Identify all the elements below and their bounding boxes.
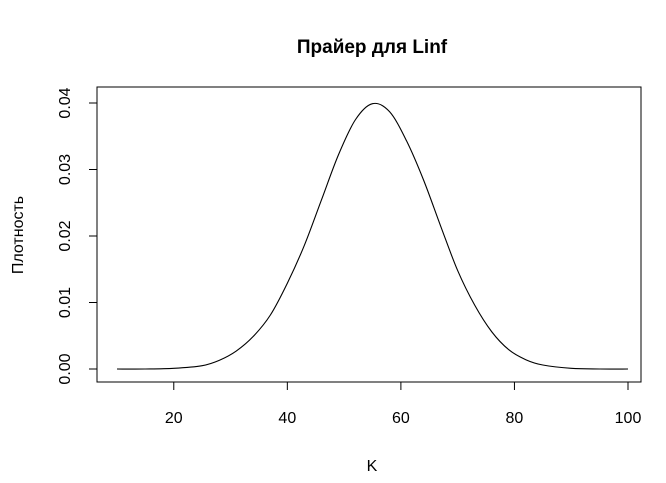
y-tick-label: 0.01 — [57, 287, 74, 318]
plot-frame — [96, 86, 642, 383]
x-tick-label: 40 — [278, 410, 296, 427]
y-axis-label: Плотность — [10, 196, 27, 274]
y-tick-label: 0.04 — [57, 87, 74, 118]
chart-title: Прайер для Linf — [297, 37, 448, 58]
x-tick-label: 80 — [506, 410, 524, 427]
x-tick-label: 100 — [615, 410, 642, 427]
x-tick-label: 20 — [165, 410, 183, 427]
y-axis: 0.00 0.01 0.02 0.03 0.04 — [57, 87, 98, 385]
y-tick-label: 0.00 — [57, 353, 74, 384]
y-tick-label: 0.02 — [57, 220, 74, 251]
x-axis-label: K — [367, 458, 378, 475]
x-axis: 20 40 60 80 100 — [165, 381, 642, 427]
x-tick-label: 60 — [392, 410, 410, 427]
y-tick-label: 0.03 — [57, 154, 74, 185]
density-curve — [116, 102, 629, 370]
